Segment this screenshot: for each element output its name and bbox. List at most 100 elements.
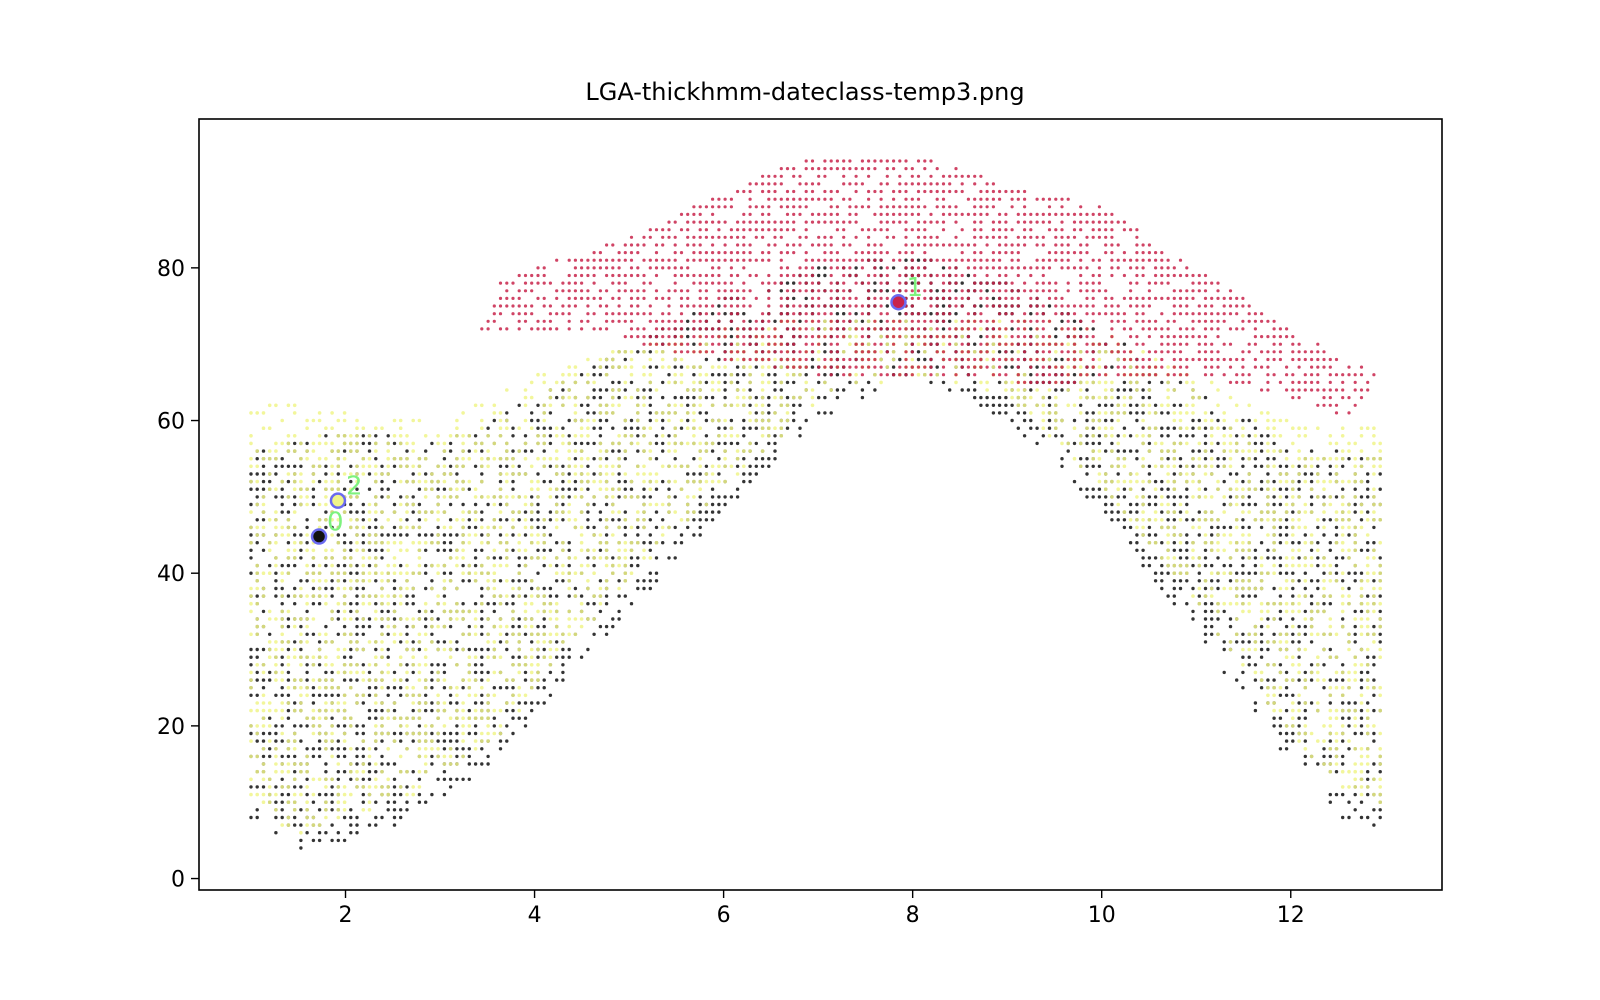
data-point [542,601,546,606]
data-point [498,708,503,713]
data-point [1266,487,1270,492]
data-point [336,747,340,751]
data-point [710,502,715,507]
data-point [299,762,303,766]
data-point [1166,533,1170,537]
data-point [1297,724,1301,728]
data-point [305,640,309,644]
data-point [511,594,515,598]
data-point [1222,449,1226,453]
data-point [1216,464,1220,468]
data-point [1309,487,1314,492]
data-point [1259,479,1264,484]
data-point [267,540,272,545]
data-point [1228,495,1233,499]
data-point [361,647,366,652]
data-point [268,716,272,720]
data-point [448,693,453,697]
data-point [1340,540,1345,545]
data-point [723,464,727,469]
data-point [1266,647,1270,652]
data-point [1303,670,1308,675]
data-point [311,747,316,751]
data-point [417,777,422,781]
data-point [330,693,334,697]
data-point [374,777,378,782]
data-point [1203,441,1208,446]
data-point [436,693,440,698]
data-point [1322,579,1326,583]
data-point [424,617,428,621]
data-point [1222,670,1226,675]
data-point [1340,769,1345,774]
data-point [1372,502,1376,507]
data-point [1128,449,1133,453]
data-point [1228,533,1233,537]
data-point [1197,518,1202,522]
data-point [517,647,521,652]
data-point [586,602,590,606]
data-point [604,579,609,583]
data-point [835,312,840,316]
data-point [729,464,734,469]
data-point [1197,495,1202,499]
data-point [299,579,303,583]
data-point [405,518,409,522]
data-point [367,487,372,491]
data-point [473,602,478,606]
data-point [1291,525,1295,530]
data-point [1166,548,1170,553]
data-point [374,708,378,713]
data-point [1303,540,1308,545]
data-point [1378,762,1382,766]
data-point [480,495,484,499]
data-point [417,708,422,713]
data-point [473,464,478,468]
data-point [1160,571,1164,575]
data-point [1191,556,1195,560]
data-point [592,571,596,575]
data-point [1241,670,1245,675]
data-point [349,525,353,530]
data-point [261,510,266,514]
data-point [1378,808,1382,812]
data-point [1309,670,1314,675]
data-point [586,441,590,446]
data-point [1297,479,1301,484]
data-point [336,762,341,766]
data-point [1328,792,1333,797]
data-point [324,487,328,492]
data-point [311,800,316,804]
data-point [1253,640,1258,644]
data-point [1359,457,1364,461]
data-point [355,479,359,484]
data-point [473,716,478,720]
data-point [1378,747,1382,751]
data-point [1153,533,1158,537]
data-point [448,571,453,575]
data-point [860,395,865,400]
data-point [374,540,378,545]
data-point [374,724,378,728]
data-point [1185,502,1189,507]
data-point [505,602,509,606]
data-point [292,808,297,812]
data-point [854,312,858,316]
data-point [1316,632,1320,637]
data-point [1297,518,1301,522]
data-point [1234,579,1239,583]
data-point [461,563,465,568]
data-point [505,556,509,560]
data-point [1359,762,1364,766]
data-point [274,579,278,583]
data-point [324,716,328,720]
data-point [436,777,440,781]
data-point [1291,510,1295,514]
data-point [1366,495,1370,499]
data-point [286,449,291,453]
data-point [311,617,316,621]
data-point [267,571,272,575]
data-point [1116,502,1120,507]
data-point [1353,624,1357,629]
data-point [1334,716,1339,720]
